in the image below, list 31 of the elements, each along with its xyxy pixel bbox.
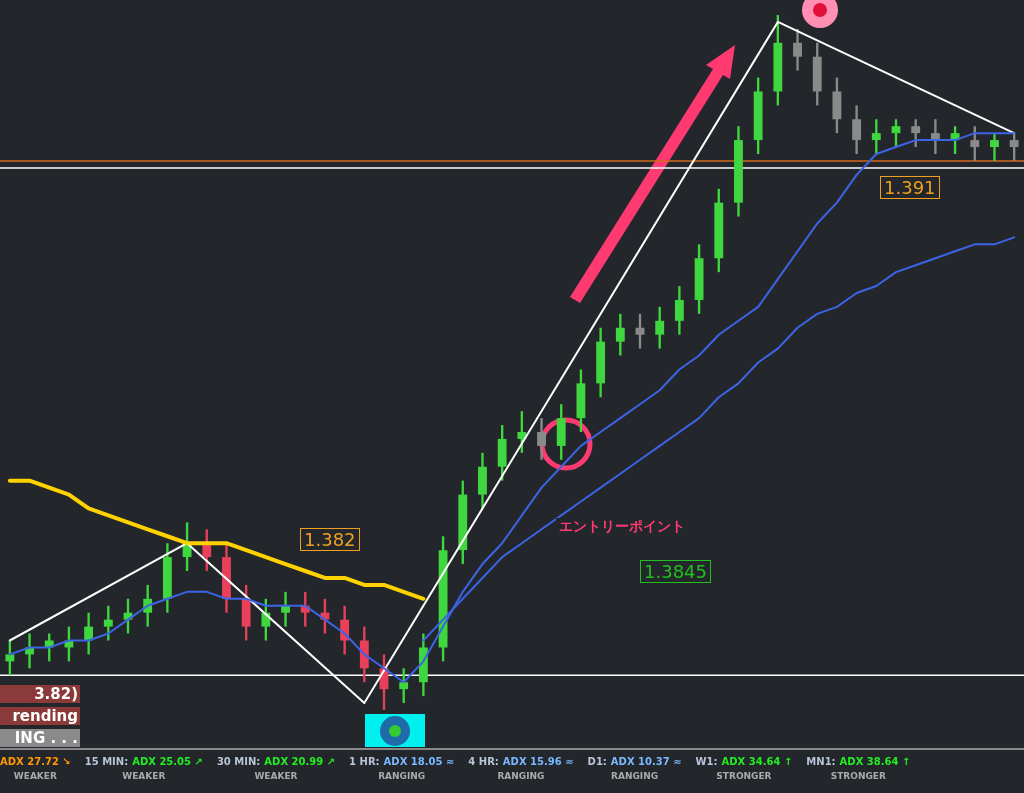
text: ADX 15.96 ≈ (502, 756, 574, 767)
text: RANGING (611, 771, 659, 781)
text: 1 HR: (349, 756, 380, 767)
text: ING . . . (0, 729, 80, 747)
text: WEAKER (13, 771, 57, 781)
annotation: エントリーポイント (556, 518, 688, 536)
text: W1: (695, 756, 718, 767)
annotation: 1.391 (880, 176, 940, 199)
text: WEAKER (122, 771, 166, 781)
annotation: 1.3845 (640, 560, 711, 583)
text: ADX 38.64 ↑ (839, 756, 911, 767)
text: ADX 20.99 ↗ (264, 756, 336, 767)
text: 4 HR: (468, 756, 499, 767)
text: STRONGER (716, 771, 772, 781)
text: RANGING (497, 771, 545, 781)
annotation: 3.82) (0, 685, 80, 703)
candlestick (990, 133, 999, 161)
text: ADX 34.64 ↑ (721, 756, 793, 767)
text: ADX 25.05 ↗ (132, 756, 203, 767)
text: WEAKER (254, 771, 298, 781)
text: STRONGER (830, 771, 886, 781)
annotation: 1.382 (300, 528, 360, 551)
text: ADX 18.05 ≈ (383, 756, 455, 767)
annotation: rending (0, 707, 80, 725)
text: RANGING (378, 771, 426, 781)
text: 30 MIN: (216, 756, 261, 767)
text: ADX 10.37 ≈ (610, 756, 682, 767)
text: D1: (587, 756, 607, 767)
text: 15 MIN: (84, 756, 129, 767)
text: ADX 27.72 ↘ (0, 756, 71, 767)
text: MN1: (806, 756, 836, 767)
